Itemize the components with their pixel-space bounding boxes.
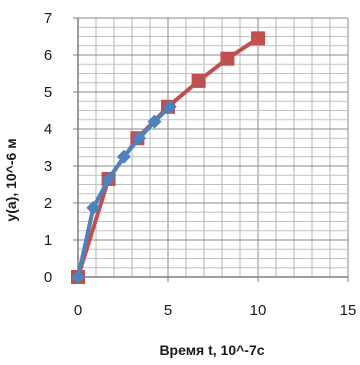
data-point-square xyxy=(191,73,206,88)
x-tick-label: 10 xyxy=(250,302,267,319)
y-tick-label: 1 xyxy=(44,232,52,249)
y-tick-label: 6 xyxy=(44,47,52,64)
x-tick-label: 0 xyxy=(74,302,82,319)
y-tick-label: 4 xyxy=(44,121,52,138)
series-1 xyxy=(71,99,177,284)
y-tick-labels: 0 1 2 3 4 5 6 7 xyxy=(44,10,52,286)
y-tick-label: 0 xyxy=(44,269,52,286)
data-point-diamond xyxy=(132,131,147,146)
y-tick-label: 5 xyxy=(44,84,52,101)
y-tick-label: 3 xyxy=(44,158,52,175)
data-point-diamond xyxy=(86,200,101,215)
chart-grid xyxy=(77,17,349,278)
x-tick-label: 15 xyxy=(340,302,357,319)
y-tick-label: 7 xyxy=(44,10,52,27)
x-tick-labels: 0 5 10 15 xyxy=(74,302,357,319)
data-point-diamond xyxy=(162,99,177,114)
x-tick-label: 5 xyxy=(164,302,172,319)
chart-axes xyxy=(73,17,349,282)
x-axis-title: Время t, 10^-7c xyxy=(159,342,264,358)
data-point-diamond xyxy=(147,114,162,129)
y-axis-title: y(a), 10^-6 м xyxy=(3,138,19,221)
chart-series-layer xyxy=(71,31,265,284)
series-line xyxy=(76,104,172,279)
data-point-square xyxy=(220,51,235,66)
data-point-diamond xyxy=(71,270,85,284)
data-point-diamond xyxy=(116,149,131,164)
data-point-diamond xyxy=(101,171,116,186)
y-tick-label: 2 xyxy=(44,195,52,212)
data-point-square xyxy=(251,31,265,46)
